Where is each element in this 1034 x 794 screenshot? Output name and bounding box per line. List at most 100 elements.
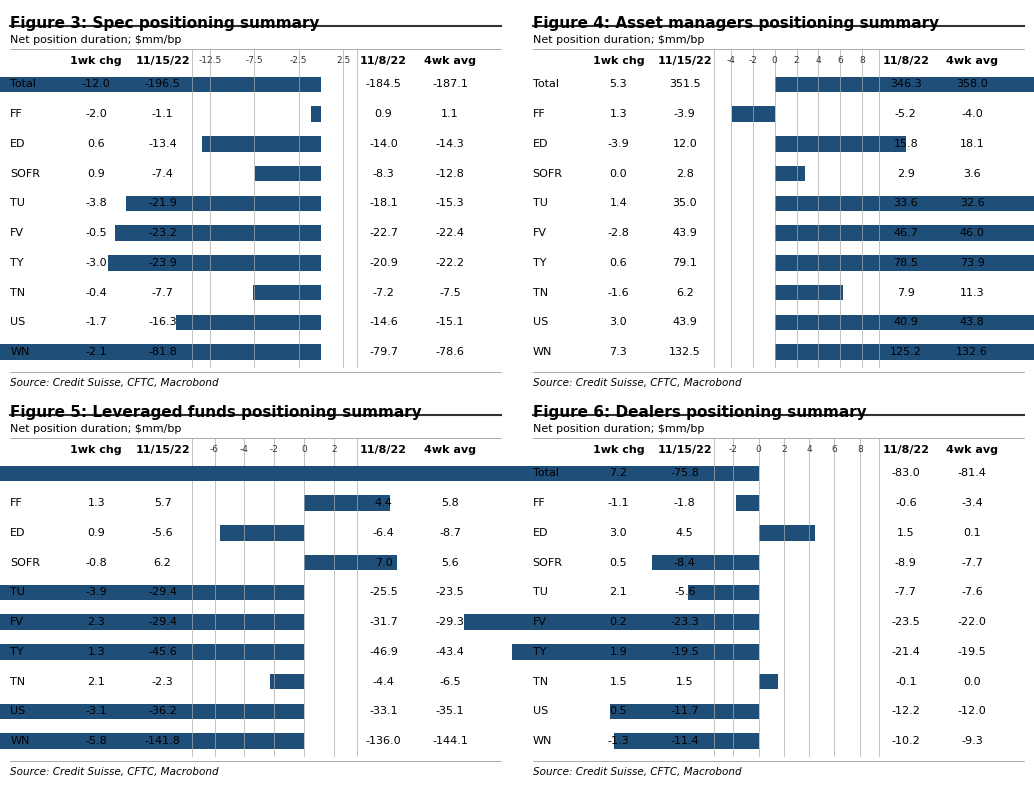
- Text: -22.7: -22.7: [369, 228, 398, 238]
- Text: 132.6: 132.6: [956, 347, 987, 357]
- Text: 1.4: 1.4: [610, 198, 628, 208]
- Text: 32.6: 32.6: [960, 198, 984, 208]
- Text: -3.9: -3.9: [608, 139, 630, 149]
- Text: -3.8: -3.8: [86, 198, 108, 208]
- Text: FF: FF: [10, 498, 23, 508]
- Text: 0.9: 0.9: [88, 168, 105, 179]
- Text: -7.6: -7.6: [962, 588, 983, 597]
- Text: 0.0: 0.0: [610, 168, 628, 179]
- Text: Figure 5: Leveraged funds positioning summary: Figure 5: Leveraged funds positioning su…: [10, 405, 422, 420]
- Text: TN: TN: [10, 676, 26, 687]
- Text: -14.6: -14.6: [369, 318, 398, 327]
- Text: -4: -4: [726, 56, 735, 65]
- Text: -21.9: -21.9: [148, 198, 177, 208]
- Text: WN: WN: [533, 736, 552, 746]
- Text: FF: FF: [533, 498, 545, 508]
- Text: SOFR: SOFR: [10, 557, 40, 568]
- Text: -7.7: -7.7: [894, 588, 917, 597]
- Text: 15.8: 15.8: [893, 139, 918, 149]
- Text: 46.7: 46.7: [893, 228, 918, 238]
- Text: 5.7: 5.7: [154, 498, 172, 508]
- Text: FV: FV: [10, 228, 25, 238]
- Text: -16.3: -16.3: [148, 318, 177, 327]
- Bar: [252, 285, 321, 300]
- Text: 1.3: 1.3: [610, 109, 628, 119]
- Bar: [759, 674, 778, 689]
- Text: 0.1: 0.1: [964, 528, 981, 538]
- Bar: [774, 225, 1034, 241]
- Text: Net position duration; $mm/bp: Net position duration; $mm/bp: [10, 35, 182, 45]
- Text: TN: TN: [10, 287, 26, 298]
- Text: -3.4: -3.4: [962, 498, 983, 508]
- Text: -81.4: -81.4: [957, 468, 986, 479]
- Text: TN: TN: [533, 676, 548, 687]
- Text: -29.4: -29.4: [148, 617, 177, 627]
- Text: 11.3: 11.3: [960, 287, 984, 298]
- Text: -10.2: -10.2: [891, 736, 920, 746]
- Text: -46.9: -46.9: [369, 647, 398, 657]
- Text: Total: Total: [10, 79, 36, 90]
- Text: -1.1: -1.1: [152, 109, 174, 119]
- Text: 1.3: 1.3: [88, 498, 105, 508]
- Bar: [774, 136, 906, 152]
- Text: -9.3: -9.3: [962, 736, 983, 746]
- Text: 43.9: 43.9: [672, 318, 697, 327]
- Bar: [202, 136, 321, 152]
- Text: -141.8: -141.8: [145, 736, 181, 746]
- Text: Net position duration; $mm/bp: Net position duration; $mm/bp: [533, 424, 704, 434]
- Text: -43.4: -43.4: [435, 647, 464, 657]
- Text: -29.4: -29.4: [148, 588, 177, 597]
- Text: -23.5: -23.5: [891, 617, 920, 627]
- Text: -6: -6: [210, 445, 219, 454]
- Text: -22.4: -22.4: [435, 228, 464, 238]
- Text: 2.3: 2.3: [88, 617, 105, 627]
- Bar: [774, 195, 1034, 211]
- Text: FF: FF: [10, 109, 23, 119]
- Text: -83.0: -83.0: [891, 468, 920, 479]
- Text: -12.0: -12.0: [82, 79, 111, 90]
- Text: Total: Total: [533, 79, 558, 90]
- Text: 3.6: 3.6: [964, 168, 981, 179]
- Text: -3.1: -3.1: [86, 707, 108, 716]
- Text: -23.2: -23.2: [148, 228, 177, 238]
- Text: 2.8: 2.8: [676, 168, 694, 179]
- Text: -278.3: -278.3: [145, 468, 181, 479]
- Text: -1.8: -1.8: [674, 498, 696, 508]
- Bar: [774, 345, 1034, 360]
- Text: 3.0: 3.0: [610, 528, 628, 538]
- Bar: [463, 615, 759, 630]
- Text: -4: -4: [240, 445, 249, 454]
- Text: SOFR: SOFR: [10, 168, 40, 179]
- Text: Net position duration; $mm/bp: Net position duration; $mm/bp: [533, 35, 704, 45]
- Text: -0.6: -0.6: [895, 498, 916, 508]
- Text: Figure 6: Dealers positioning summary: Figure 6: Dealers positioning summary: [533, 405, 866, 420]
- Text: -7.7: -7.7: [152, 287, 174, 298]
- Bar: [774, 314, 1034, 330]
- Text: ED: ED: [533, 139, 548, 149]
- Text: -75.8: -75.8: [670, 468, 699, 479]
- Text: -23.9: -23.9: [148, 258, 177, 268]
- Text: -14.3: -14.3: [435, 139, 464, 149]
- Text: -0.8: -0.8: [86, 557, 108, 568]
- Text: TY: TY: [10, 258, 24, 268]
- Text: -23.3: -23.3: [670, 617, 699, 627]
- Text: -11.7: -11.7: [670, 707, 699, 716]
- Text: 33.6: 33.6: [893, 198, 918, 208]
- Text: 78.5: 78.5: [893, 258, 918, 268]
- Text: -3.9: -3.9: [86, 588, 108, 597]
- Text: TU: TU: [10, 588, 25, 597]
- Text: -12.5: -12.5: [199, 56, 221, 65]
- Text: 4.5: 4.5: [676, 528, 694, 538]
- Text: -33.1: -33.1: [369, 707, 398, 716]
- Text: 11/8/22: 11/8/22: [882, 445, 930, 455]
- Bar: [0, 644, 304, 660]
- Text: -11.4: -11.4: [670, 736, 699, 746]
- Text: 40.9: 40.9: [893, 318, 918, 327]
- Text: 0: 0: [301, 445, 307, 454]
- Text: 1.1: 1.1: [442, 109, 459, 119]
- Text: -18.1: -18.1: [369, 198, 398, 208]
- Text: 0: 0: [771, 56, 778, 65]
- Text: 1wk chg: 1wk chg: [592, 445, 644, 455]
- Text: FV: FV: [10, 617, 25, 627]
- Text: -184.5: -184.5: [366, 79, 401, 90]
